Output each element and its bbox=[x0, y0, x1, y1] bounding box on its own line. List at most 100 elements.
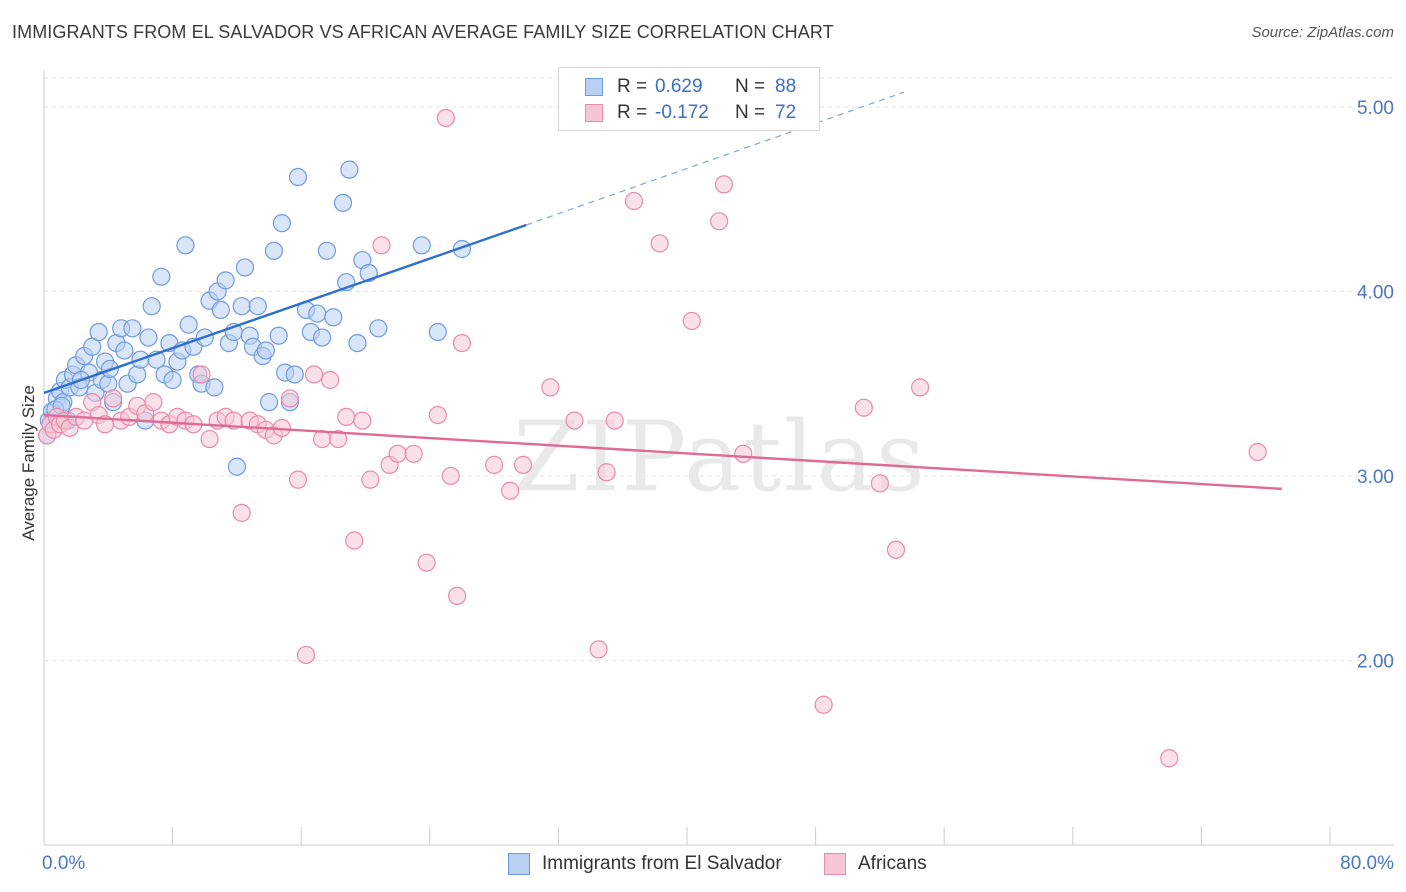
n-value: 72 bbox=[775, 102, 797, 123]
point-0-74 bbox=[340, 160, 359, 179]
point-1-70 bbox=[870, 474, 890, 493]
point-1-74 bbox=[1248, 442, 1267, 462]
point-1-42 bbox=[345, 531, 364, 550]
point-1-64 bbox=[682, 311, 701, 331]
legend-item-el-salvador: Immigrants from El Salvador bbox=[508, 852, 782, 876]
point-0-47 bbox=[216, 271, 235, 290]
point-0-50 bbox=[227, 457, 246, 476]
legend-swatch-blue bbox=[508, 853, 530, 875]
point-1-73 bbox=[1160, 749, 1179, 768]
stats-legend: R = 0.629 N = 88 R = -0.172 N = 72 bbox=[558, 67, 820, 131]
y-tick-labels: 2.00 3.00 4.00 5.00 bbox=[1357, 98, 1394, 673]
point-0-59 bbox=[264, 241, 283, 260]
point-1-52 bbox=[448, 586, 467, 605]
point-1-57 bbox=[541, 378, 560, 397]
point-0-58 bbox=[259, 393, 279, 412]
point-1-24 bbox=[200, 429, 219, 449]
point-1-65 bbox=[710, 212, 729, 231]
legend-label-africans: Africans bbox=[858, 853, 927, 874]
point-1-44 bbox=[361, 470, 380, 489]
point-1-60 bbox=[597, 463, 616, 482]
y-tick-label-2: 4.00 bbox=[1357, 282, 1394, 303]
point-1-58 bbox=[565, 411, 584, 430]
legend-swatch-blue bbox=[585, 78, 603, 96]
point-1-34 bbox=[280, 389, 300, 408]
r-label: R = bbox=[617, 76, 648, 97]
point-0-22 bbox=[115, 341, 134, 360]
n-label: N = bbox=[735, 102, 766, 123]
y-tick-label-1: 3.00 bbox=[1357, 467, 1394, 488]
point-0-69 bbox=[312, 328, 332, 347]
point-1-55 bbox=[501, 481, 520, 500]
point-0-38 bbox=[179, 315, 198, 334]
legend-swatch-pink bbox=[824, 853, 846, 875]
point-1-40 bbox=[329, 429, 348, 449]
chart-source: Source: ZipAtlas.com bbox=[1251, 24, 1394, 41]
point-0-31 bbox=[152, 267, 171, 286]
point-1-63 bbox=[650, 234, 669, 253]
point-0-52 bbox=[235, 258, 255, 277]
r-label: R = bbox=[617, 102, 648, 123]
point-1-50 bbox=[428, 405, 447, 425]
point-0-61 bbox=[272, 214, 292, 233]
y-axis-label: Average Family Size bbox=[19, 385, 38, 541]
legend-row-africans: R = -0.172 N = 72 bbox=[585, 101, 796, 125]
point-0-28 bbox=[139, 328, 158, 347]
point-0-60 bbox=[269, 326, 288, 345]
point-0-46 bbox=[211, 300, 230, 319]
point-0-78 bbox=[369, 319, 388, 338]
legend-item-africans: Africans bbox=[824, 852, 927, 876]
point-0-55 bbox=[248, 297, 267, 316]
point-1-68 bbox=[814, 695, 833, 714]
grid-lines bbox=[44, 77, 1394, 661]
point-1-43 bbox=[353, 411, 372, 430]
point-0-37 bbox=[176, 236, 195, 255]
point-1-37 bbox=[304, 365, 324, 384]
legend-swatch-pink bbox=[585, 104, 603, 122]
point-1-51 bbox=[441, 466, 460, 486]
point-1-12 bbox=[104, 389, 123, 408]
point-0-71 bbox=[324, 308, 343, 327]
point-0-70 bbox=[317, 241, 337, 260]
n-label: N = bbox=[735, 76, 766, 97]
trend-extension-el-salvador bbox=[526, 91, 905, 226]
y-tick-label-0: 2.00 bbox=[1357, 651, 1394, 672]
point-0-29 bbox=[142, 297, 161, 316]
point-0-51 bbox=[232, 297, 251, 316]
point-1-48 bbox=[404, 444, 423, 463]
chart-title: IMMIGRANTS FROM EL SALVADOR VS AFRICAN A… bbox=[12, 22, 834, 42]
r-value: -0.172 bbox=[655, 102, 709, 123]
point-1-17 bbox=[144, 393, 163, 412]
trend-lines bbox=[43, 91, 1282, 491]
point-1-23 bbox=[192, 365, 211, 384]
point-1-39 bbox=[321, 370, 340, 390]
point-1-54 bbox=[485, 455, 504, 474]
point-0-80 bbox=[428, 322, 447, 342]
point-1-53 bbox=[452, 333, 472, 353]
point-1-35 bbox=[288, 470, 308, 489]
point-1-69 bbox=[854, 398, 873, 417]
point-0-64 bbox=[285, 365, 304, 384]
points-africans bbox=[38, 108, 1267, 768]
legend-label-el-salvador: Immigrants from El Salvador bbox=[542, 853, 782, 874]
trend-line-el-salvador bbox=[43, 223, 527, 395]
trend-line-africans bbox=[43, 413, 1282, 491]
point-1-72 bbox=[910, 378, 930, 397]
point-0-44 bbox=[205, 378, 224, 397]
point-1-62 bbox=[624, 191, 644, 211]
point-0-68 bbox=[308, 304, 327, 323]
point-1-28 bbox=[232, 503, 251, 522]
point-0-57 bbox=[256, 341, 275, 360]
point-1-56 bbox=[513, 455, 533, 474]
point-1-71 bbox=[886, 540, 906, 559]
point-1-36 bbox=[296, 645, 316, 665]
point-0-65 bbox=[288, 167, 308, 187]
axes bbox=[43, 70, 1394, 846]
x-tick-label-max: 80.0% bbox=[1340, 853, 1394, 874]
x-tick-label-min: 0.0% bbox=[42, 853, 85, 874]
y-tick-label-3: 5.00 bbox=[1357, 98, 1394, 119]
point-1-45 bbox=[372, 236, 391, 255]
point-0-25 bbox=[128, 365, 147, 384]
point-1-66 bbox=[714, 175, 734, 194]
point-1-41 bbox=[337, 407, 356, 427]
